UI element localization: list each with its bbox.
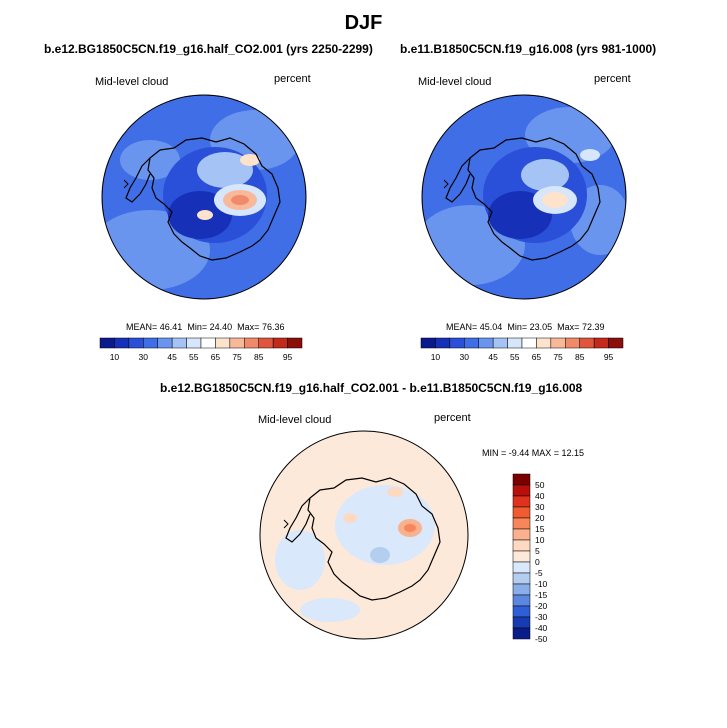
- panel-3-colorbar-tick-label: -5: [535, 568, 543, 578]
- panel-3-colorbar-swatch: [512, 594, 531, 607]
- panel-2-units-label: percent: [594, 73, 631, 85]
- panel-2-colorbar-swatch: [449, 337, 465, 349]
- panel-1-colorbar-tick-label: 30: [139, 352, 149, 362]
- panel-2-colorbar-tick-label: 85: [575, 352, 585, 362]
- panel-1-colorbar-swatch: [171, 337, 187, 349]
- panel-3-colorbar-swatch: [512, 616, 531, 629]
- panel-1-variable-label: Mid-level cloud: [95, 76, 169, 88]
- panel-3-colorbar-tick-label: -30: [535, 612, 548, 622]
- panel-1-colorbar-swatch: [186, 337, 202, 349]
- panel-2-colorbar-swatch: [608, 337, 624, 349]
- panel-3-units-label: percent: [434, 412, 471, 424]
- panel-3-colorbar-swatch: [512, 572, 531, 585]
- panel-3-colorbar-swatch: [512, 605, 531, 618]
- panel-3-colorbar-swatch: [512, 550, 531, 563]
- panel-2-colorbar-tick-label: 95: [604, 352, 614, 362]
- panel-3-colorbar-swatch: [512, 561, 531, 574]
- panel-2-map: [421, 94, 627, 300]
- panel-3-colorbar-tick-label: -20: [535, 601, 548, 611]
- figure-title: DJF: [344, 12, 383, 34]
- panel-2-colorbar-swatch: [565, 337, 580, 349]
- panel-3-colorbar-tick-label: 10: [535, 535, 545, 545]
- panel-3-colorbar-swatch: [512, 528, 531, 541]
- panel-1-colorbar-tick-label: 65: [211, 352, 221, 362]
- panel-3-colorbar-tick-label: 0: [535, 557, 540, 567]
- panel-2-colorbar-swatch: [593, 337, 609, 349]
- panel-2-colorbar-tick-label: 45: [488, 352, 498, 362]
- panel-2-colorbar-swatch: [492, 337, 508, 349]
- panel-1-units-label: percent: [274, 73, 311, 85]
- panel-2-colorbar-swatch: [536, 337, 552, 349]
- panel-2-title: b.e11.B1850C5CN.f19_g16.008 (yrs 981-100…: [400, 42, 657, 56]
- panel-3-colorbar-tick-label: -50: [535, 634, 548, 644]
- panel-2-stats: MEAN= 45.04 Min= 23.05 Max= 72.39: [446, 322, 605, 332]
- panel-1-colorbar-swatch: [244, 337, 259, 349]
- panel-3-map: [259, 430, 469, 640]
- panel-1-colorbar-swatch: [287, 337, 303, 349]
- panel-3-colorbar-swatch: [512, 583, 531, 596]
- panel-1-colorbar-tick-label: 55: [189, 352, 199, 362]
- panel-3-colorbar-tick-label: 5: [535, 546, 540, 556]
- panel-2-colorbar-swatch: [478, 337, 494, 349]
- panel-3-colorbar-tick-label: -40: [535, 623, 548, 633]
- panel-1-stats: MEAN= 46.41 Min= 24.40 Max= 76.36: [126, 322, 285, 332]
- panel-2-colorbar-swatch: [579, 337, 595, 349]
- panel-2-colorbar-swatch: [550, 337, 566, 349]
- panel-1-colorbar-swatch: [258, 337, 274, 349]
- panel-3-colorbar-tick-label: 15: [535, 524, 545, 534]
- panel-2-variable-label: Mid-level cloud: [418, 76, 492, 88]
- panel-3-colorbar-swatch: [512, 627, 531, 640]
- panel-1-colorbar-tick-label: 10: [110, 352, 120, 362]
- panel-2-colorbar-swatch: [435, 337, 451, 349]
- panel-2-colorbar-swatch: [420, 337, 436, 349]
- panel-3-colorbar-swatch: [512, 506, 531, 519]
- panel-1-colorbar-tick-label: 75: [232, 352, 242, 362]
- panel-2-colorbar-tick-label: 30: [460, 352, 470, 362]
- panel-1-colorbar-tick-label: 95: [283, 352, 293, 362]
- panel-3-colorbar-swatch: [512, 495, 531, 508]
- panel-2-colorbar-tick-label: 65: [532, 352, 542, 362]
- panel-3-variable-label: Mid-level cloud: [258, 414, 332, 426]
- panel-1-colorbar-swatch: [157, 337, 173, 349]
- panel-3-colorbar-tick-label: 50: [535, 480, 545, 490]
- panel-1-colorbar-swatch: [272, 337, 288, 349]
- panel-1-colorbar-swatch: [128, 337, 144, 349]
- panel-3-colorbar-tick-label: 40: [535, 491, 545, 501]
- panel-3-colorbar-swatch: [512, 484, 531, 497]
- panel-2-colorbar: 10 30 45 55 65 75 85 95: [420, 337, 624, 362]
- panel-1-colorbar-swatch: [200, 337, 216, 349]
- panel-3-stats: MIN = -9.44 MAX = 12.15: [482, 448, 585, 458]
- panel-2-colorbar-tick-label: 55: [510, 352, 520, 362]
- panel-1-colorbar: 10 30 45 55 65 75 85 95: [99, 337, 303, 362]
- panel-3-colorbar-swatch: [512, 539, 531, 552]
- panel-1-colorbar-tick-label: 45: [167, 352, 177, 362]
- panel-3-colorbar-tick-label: -10: [535, 579, 548, 589]
- panel-1-colorbar-swatch: [143, 337, 158, 349]
- panel-3-title: b.e12.BG1850C5CN.f19_g16.half_CO2.001 - …: [160, 381, 583, 395]
- panel-1-title: b.e12.BG1850C5CN.f19_g16.half_CO2.001 (y…: [44, 42, 373, 56]
- panel-1-colorbar-swatch: [215, 337, 231, 349]
- panel-1-colorbar-swatch: [99, 337, 115, 349]
- panel-2-colorbar-tick-label: 75: [553, 352, 563, 362]
- panel-1-colorbar-swatch: [114, 337, 130, 349]
- panel-1-colorbar-swatch: [229, 337, 245, 349]
- panel-1-colorbar-tick-label: 85: [254, 352, 264, 362]
- panel-2-colorbar-tick-label: 10: [431, 352, 441, 362]
- panel-1-map: [101, 94, 307, 300]
- panel-3-colorbar-swatch: [512, 473, 531, 486]
- panel-2-colorbar-swatch: [464, 337, 479, 349]
- panel-2-colorbar-swatch: [521, 337, 537, 349]
- panel-3-colorbar-swatch: [512, 517, 531, 530]
- panel-3-colorbar-tick-label: 20: [535, 513, 545, 523]
- panel-3-colorbar-tick-label: 30: [535, 502, 545, 512]
- panel-3-colorbar-tick-label: -15: [535, 590, 548, 600]
- panel-2-colorbar-swatch: [507, 337, 523, 349]
